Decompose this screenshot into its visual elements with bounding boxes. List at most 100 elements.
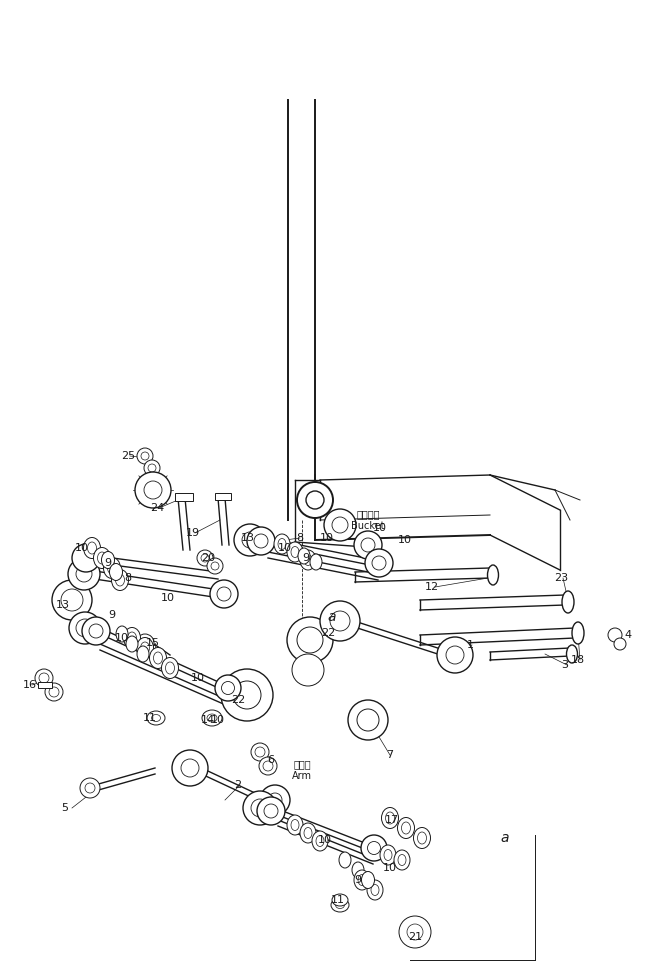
Ellipse shape	[298, 548, 310, 564]
Text: 10: 10	[191, 673, 205, 683]
Ellipse shape	[112, 570, 128, 590]
Text: バケット
Bucket: バケット Bucket	[352, 509, 385, 531]
Text: 10: 10	[115, 633, 129, 643]
Circle shape	[255, 747, 265, 757]
Ellipse shape	[287, 542, 303, 562]
Ellipse shape	[335, 902, 344, 909]
Ellipse shape	[83, 537, 101, 559]
Circle shape	[446, 646, 464, 664]
Ellipse shape	[488, 565, 499, 585]
Circle shape	[76, 619, 94, 637]
Ellipse shape	[562, 591, 574, 613]
Text: 10: 10	[398, 535, 412, 545]
Circle shape	[242, 532, 258, 548]
Circle shape	[372, 556, 386, 570]
Bar	[175, 493, 193, 501]
Ellipse shape	[126, 636, 138, 652]
Ellipse shape	[331, 898, 349, 912]
Text: 22: 22	[231, 695, 245, 705]
Text: 15: 15	[146, 638, 160, 648]
Circle shape	[148, 464, 156, 472]
Ellipse shape	[304, 555, 312, 566]
Circle shape	[137, 448, 153, 464]
Ellipse shape	[137, 646, 149, 662]
Ellipse shape	[566, 645, 577, 663]
Circle shape	[354, 531, 382, 559]
Ellipse shape	[572, 622, 584, 644]
Text: 9: 9	[104, 558, 112, 568]
Text: 9: 9	[108, 610, 115, 620]
Circle shape	[197, 550, 213, 566]
Ellipse shape	[154, 652, 163, 664]
Text: 11: 11	[143, 713, 157, 723]
Text: a: a	[501, 831, 510, 845]
Circle shape	[221, 669, 273, 721]
Ellipse shape	[110, 564, 123, 580]
Ellipse shape	[381, 808, 399, 828]
Text: 1: 1	[466, 640, 473, 650]
Text: 10: 10	[383, 863, 397, 873]
Circle shape	[82, 617, 110, 645]
Ellipse shape	[116, 626, 128, 642]
Text: 4: 4	[624, 630, 631, 640]
Circle shape	[608, 628, 622, 642]
Ellipse shape	[147, 711, 165, 725]
Circle shape	[68, 558, 100, 590]
Circle shape	[251, 799, 269, 817]
Ellipse shape	[128, 632, 137, 644]
Circle shape	[368, 841, 381, 855]
Ellipse shape	[101, 551, 115, 569]
Text: a: a	[328, 610, 336, 624]
Circle shape	[348, 700, 388, 740]
Circle shape	[35, 669, 53, 687]
Circle shape	[207, 558, 223, 574]
Text: 10: 10	[211, 715, 225, 725]
Text: 9: 9	[355, 875, 362, 885]
Text: 10: 10	[278, 543, 292, 553]
Ellipse shape	[202, 710, 222, 726]
Bar	[215, 493, 231, 500]
Circle shape	[85, 783, 95, 793]
Ellipse shape	[358, 874, 366, 885]
Circle shape	[49, 687, 59, 697]
Circle shape	[399, 916, 431, 948]
Ellipse shape	[291, 820, 299, 830]
Text: 10: 10	[320, 533, 334, 543]
Circle shape	[211, 562, 219, 570]
Text: 11: 11	[331, 895, 345, 905]
Circle shape	[306, 491, 324, 509]
Ellipse shape	[207, 714, 217, 722]
Ellipse shape	[361, 871, 375, 888]
Circle shape	[243, 791, 277, 825]
Ellipse shape	[352, 862, 364, 878]
Circle shape	[292, 654, 324, 686]
Circle shape	[45, 683, 63, 701]
Ellipse shape	[310, 554, 322, 570]
Ellipse shape	[274, 534, 290, 554]
Ellipse shape	[141, 642, 150, 654]
Circle shape	[614, 638, 626, 650]
Ellipse shape	[316, 835, 324, 846]
Circle shape	[61, 589, 83, 611]
Text: 13: 13	[56, 600, 70, 610]
Ellipse shape	[166, 662, 175, 674]
Text: 20: 20	[201, 553, 215, 563]
Ellipse shape	[108, 562, 117, 574]
Ellipse shape	[161, 658, 179, 678]
Ellipse shape	[384, 849, 392, 861]
Ellipse shape	[97, 552, 106, 564]
Ellipse shape	[394, 850, 410, 870]
Ellipse shape	[123, 627, 141, 649]
Circle shape	[215, 675, 241, 701]
Circle shape	[251, 743, 269, 761]
Circle shape	[201, 554, 209, 562]
Text: 8: 8	[297, 533, 304, 543]
Bar	[38, 682, 52, 688]
Circle shape	[144, 481, 162, 499]
Ellipse shape	[137, 638, 154, 658]
Circle shape	[263, 761, 273, 771]
Circle shape	[365, 549, 393, 577]
Text: 24: 24	[150, 503, 164, 513]
Ellipse shape	[332, 894, 348, 906]
Text: 7: 7	[386, 750, 393, 760]
